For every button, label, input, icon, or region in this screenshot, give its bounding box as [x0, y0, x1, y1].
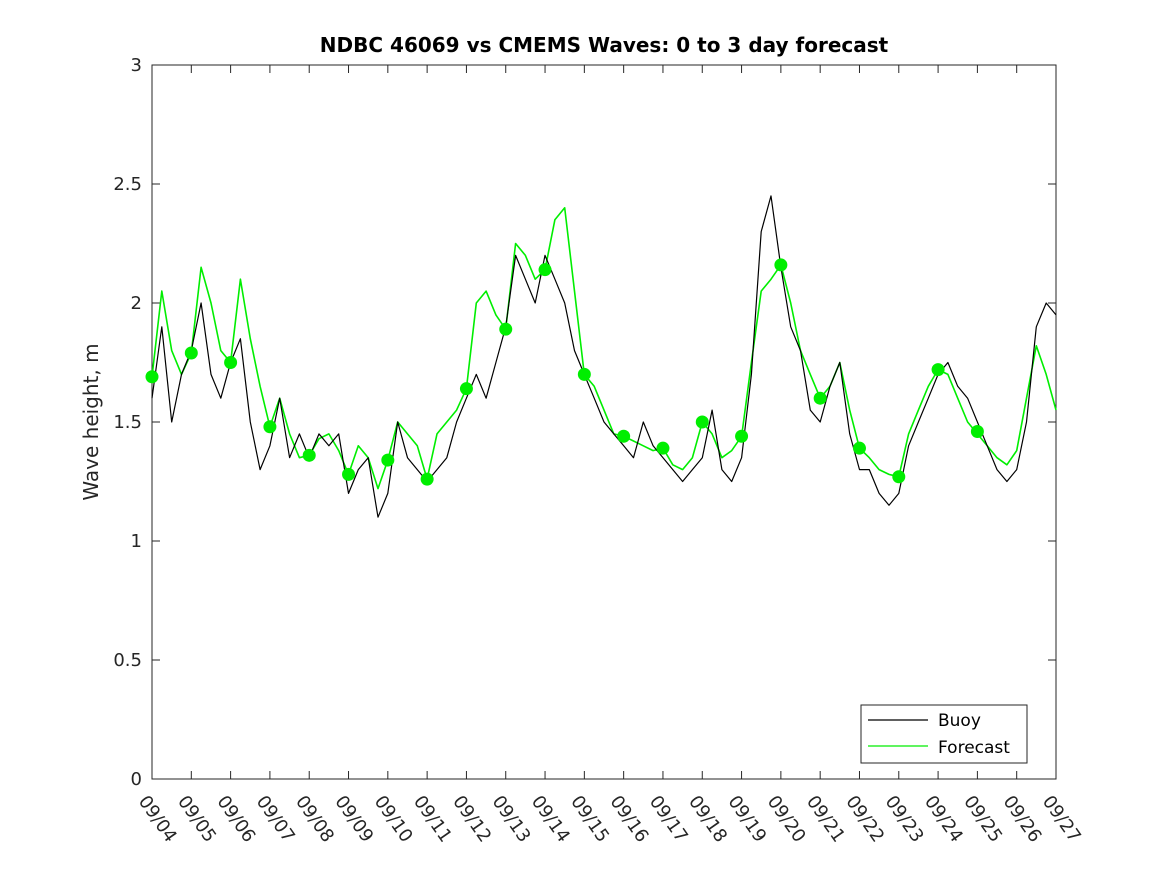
y-tick-label: 1	[131, 531, 142, 552]
forecast-marker	[735, 429, 749, 443]
legend-forecast-label: Forecast	[938, 738, 1010, 758]
series-layer	[151, 195, 1057, 518]
forecast-marker	[577, 367, 591, 381]
forecast-markers	[145, 258, 984, 486]
forecast-marker	[617, 429, 631, 443]
y-tick-label: 2.5	[113, 174, 142, 195]
forecast-marker	[145, 370, 159, 384]
forecast-marker	[852, 441, 866, 455]
forecast-marker	[970, 425, 984, 439]
x-tick-label: 09/24	[920, 792, 967, 847]
forecast-marker	[263, 420, 277, 434]
y-tick-label: 2	[131, 293, 142, 314]
x-tick-label: 09/06	[213, 792, 260, 847]
forecast-marker	[184, 346, 198, 360]
legend-buoy-label: Buoy	[938, 711, 981, 731]
legend: Buoy Forecast	[860, 704, 1028, 764]
forecast-marker	[224, 356, 238, 369]
x-tick-label: 09/17	[645, 792, 692, 847]
x-tick-label: 09/20	[763, 792, 810, 847]
forecast-marker	[774, 258, 788, 272]
x-tick-label: 09/10	[370, 792, 417, 847]
x-tick-label: 09/26	[999, 792, 1046, 847]
forecast-marker	[342, 467, 356, 481]
x-tick-label: 09/11	[409, 792, 456, 847]
y-axis-label: Wave height, m	[79, 343, 103, 500]
x-tick-label: 09/09	[330, 792, 377, 847]
x-tick-label: 09/18	[684, 792, 731, 847]
forecast-marker	[656, 441, 670, 455]
x-tick-label: 09/27	[1038, 792, 1085, 847]
y-tick-label: 3	[131, 55, 142, 76]
series-line-forecast	[151, 207, 1057, 490]
x-tick-label: 09/08	[291, 792, 338, 847]
x-tick-label: 09/21	[802, 792, 849, 847]
forecast-marker	[499, 322, 513, 336]
x-tick-label: 09/25	[959, 792, 1006, 847]
forecast-marker	[931, 363, 945, 377]
forecast-marker	[813, 391, 827, 405]
x-tick-label: 09/13	[488, 792, 535, 847]
x-tick-label: 09/04	[134, 792, 181, 847]
y-axis: 0 0.5 1 1.5 2 2.5 3	[113, 55, 1056, 790]
chart-title: NDBC 46069 vs CMEMS Waves: 0 to 3 day fo…	[320, 33, 889, 57]
x-tick-label: 09/12	[448, 792, 495, 847]
forecast-marker	[420, 472, 434, 486]
x-tick-label: 09/05	[173, 792, 220, 847]
y-tick-label: 0.5	[113, 650, 142, 671]
x-tick-label: 09/19	[723, 792, 770, 847]
x-tick-label: 09/22	[841, 792, 888, 847]
y-tick-label: 0	[131, 769, 142, 790]
x-tick-label: 09/14	[527, 792, 574, 847]
forecast-marker	[695, 415, 709, 429]
legend-box	[860, 704, 1028, 764]
x-tick-label: 09/15	[566, 792, 613, 847]
forecast-marker	[381, 453, 395, 467]
forecast-marker	[892, 470, 906, 484]
forecast-marker	[538, 263, 552, 277]
x-tick-label: 09/16	[606, 792, 653, 847]
y-tick-label: 1.5	[113, 412, 142, 433]
x-tick-label: 09/07	[252, 792, 299, 847]
series-line-buoy	[151, 195, 1057, 518]
forecast-marker	[302, 448, 316, 462]
forecast-marker	[459, 382, 473, 396]
x-tick-label: 09/23	[881, 792, 928, 847]
